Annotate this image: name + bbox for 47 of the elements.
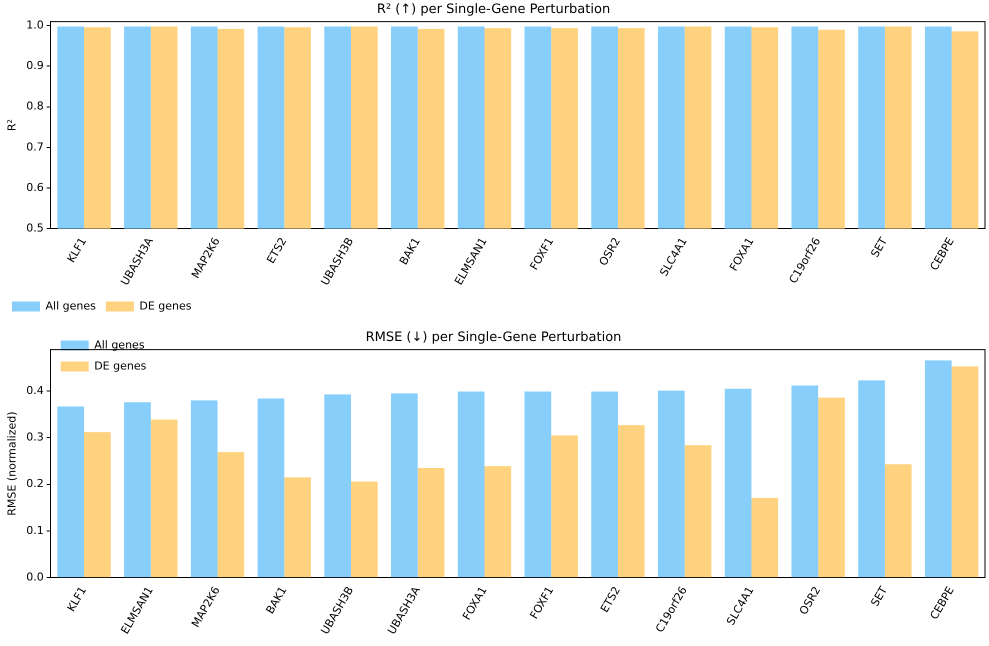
y-tick-label: 0.2 <box>26 477 44 490</box>
bar <box>84 432 111 578</box>
bar <box>591 392 618 578</box>
bar <box>858 380 885 578</box>
bar <box>284 477 311 578</box>
y-tick-label: 0.0 <box>26 570 44 584</box>
bar <box>884 464 912 578</box>
bar <box>57 406 84 578</box>
bar <box>124 402 151 578</box>
bar <box>791 385 818 578</box>
bar <box>924 360 952 578</box>
y-tick-label: 0.7 <box>26 140 44 154</box>
y-tick-label: 0.6 <box>26 180 44 194</box>
bar <box>618 425 645 578</box>
y-tick-label: 0.4 <box>26 384 44 397</box>
bar <box>190 400 218 578</box>
y-tick-label: 1.0 <box>26 18 44 32</box>
bar <box>351 482 378 578</box>
bar <box>524 392 552 578</box>
chart-title: RMSE (↓) per Single-Gene Perturbation <box>366 330 622 346</box>
bar <box>751 498 778 578</box>
bar <box>150 420 178 578</box>
bar <box>724 388 752 578</box>
bar <box>551 435 578 578</box>
y-axis-title: RMSE (normalized) <box>5 411 18 516</box>
bar <box>218 452 244 578</box>
bar <box>818 398 845 578</box>
bar <box>684 445 712 578</box>
y-axis-title: R² <box>5 119 18 132</box>
bar <box>418 468 444 578</box>
y-tick-label: 0.5 <box>26 221 44 234</box>
y-tick-label: 0.8 <box>26 100 44 113</box>
legend-label: All genes <box>46 299 96 312</box>
chart-title: R² (↑) per Single-Gene Perturbation <box>376 2 610 18</box>
bar <box>391 393 418 578</box>
y-tick-label: 0.3 <box>26 430 44 444</box>
bar <box>484 466 512 578</box>
legend-label: DE genes <box>94 359 147 372</box>
bar <box>952 366 978 578</box>
bar <box>258 398 284 578</box>
bar <box>658 390 685 578</box>
legend-label: All genes <box>94 338 145 352</box>
y-tick-label: 0.1 <box>26 524 44 537</box>
legend-label: DE genes <box>139 299 192 312</box>
y-tick-label: 0.9 <box>26 59 44 72</box>
bar <box>324 394 352 578</box>
bar <box>458 392 484 578</box>
